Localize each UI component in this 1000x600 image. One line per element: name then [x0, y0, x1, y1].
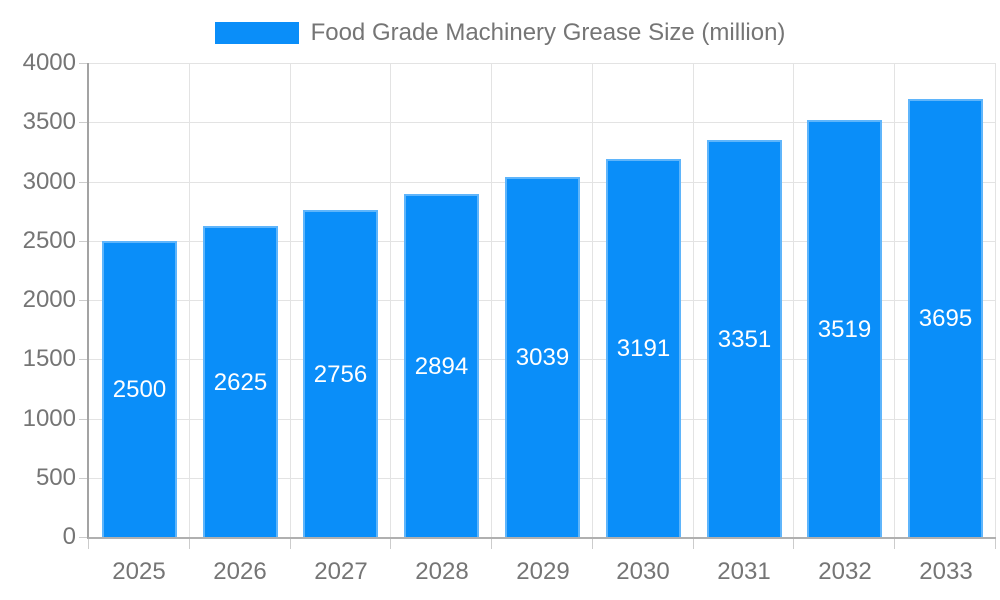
y-tick [79, 478, 87, 479]
x-tick [793, 539, 794, 549]
x-tick-label: 2031 [717, 558, 771, 585]
bar-value-label: 2894 [414, 352, 469, 380]
bar[interactable]: 3519 [807, 120, 882, 537]
bar[interactable]: 2625 [203, 226, 278, 537]
y-tick-label: 1000 [22, 405, 76, 432]
bar[interactable]: 2756 [303, 210, 378, 537]
x-gridline [189, 63, 190, 537]
bar-value-label: 2625 [213, 368, 268, 396]
chart-legend[interactable]: Food Grade Machinery Grease Size (millio… [0, 19, 1000, 46]
bar[interactable]: 3191 [606, 159, 681, 537]
x-gridline [995, 63, 996, 537]
x-tick-label: 2033 [919, 558, 973, 585]
x-gridline [390, 63, 391, 537]
bar[interactable]: 3351 [707, 140, 782, 537]
x-tick-label: 2027 [314, 558, 368, 585]
y-tick-label: 2500 [22, 227, 76, 254]
bar-value-label: 2756 [313, 360, 368, 388]
x-tick-label: 2030 [616, 558, 670, 585]
y-tick [79, 182, 87, 183]
bar[interactable]: 2500 [102, 241, 177, 537]
x-tick-label: 2025 [112, 558, 166, 585]
y-tick [79, 537, 87, 538]
bar-value-label: 3191 [616, 335, 671, 362]
x-gridline [290, 63, 291, 537]
legend-swatch [214, 22, 299, 44]
y-tick-label: 1500 [22, 345, 76, 372]
y-tick [79, 419, 87, 420]
x-tick [290, 539, 291, 549]
bar-value-label: 3039 [515, 344, 570, 371]
bar[interactable]: 2894 [404, 194, 479, 537]
x-tick [693, 539, 694, 549]
y-gridline [89, 63, 996, 64]
y-tick-label: 3000 [22, 168, 76, 195]
y-tick [79, 359, 87, 360]
bar-value-label: 3519 [817, 315, 872, 343]
x-gridline [491, 63, 492, 537]
y-tick [79, 122, 87, 123]
x-tick [189, 539, 190, 549]
x-tick [592, 539, 593, 549]
x-tick-label: 2029 [516, 558, 570, 585]
x-tick [491, 539, 492, 549]
bar-value-label: 3695 [918, 305, 973, 332]
bar-value-label: 3351 [717, 325, 772, 353]
y-tick-label: 500 [35, 464, 76, 491]
plot-area: 2500 2625 2756 2894 3039 3191 3351 3519 3695 [87, 63, 996, 539]
x-gridline [894, 63, 895, 537]
y-tick [79, 241, 87, 242]
y-gridline [89, 122, 996, 123]
y-tick-label: 3500 [22, 108, 76, 135]
x-tick-label: 2028 [415, 558, 469, 585]
x-gridline [693, 63, 694, 537]
y-tick [79, 300, 87, 301]
x-tick-label: 2026 [213, 558, 267, 585]
y-tick-label: 2000 [22, 286, 76, 313]
x-tick [390, 539, 391, 549]
x-gridline [793, 63, 794, 537]
bar[interactable]: 3695 [908, 99, 983, 537]
x-tick [995, 539, 996, 549]
x-gridline [592, 63, 593, 537]
x-tick-label: 2032 [818, 558, 872, 585]
legend-label: Food Grade Machinery Grease Size (millio… [310, 19, 786, 46]
y-tick-label: 4000 [22, 49, 76, 76]
bar-value-label: 2500 [112, 376, 167, 403]
x-tick [894, 539, 895, 549]
bar[interactable]: 3039 [505, 177, 580, 537]
x-tick [88, 539, 89, 549]
y-tick [79, 63, 87, 64]
y-tick-label: 0 [62, 523, 76, 550]
